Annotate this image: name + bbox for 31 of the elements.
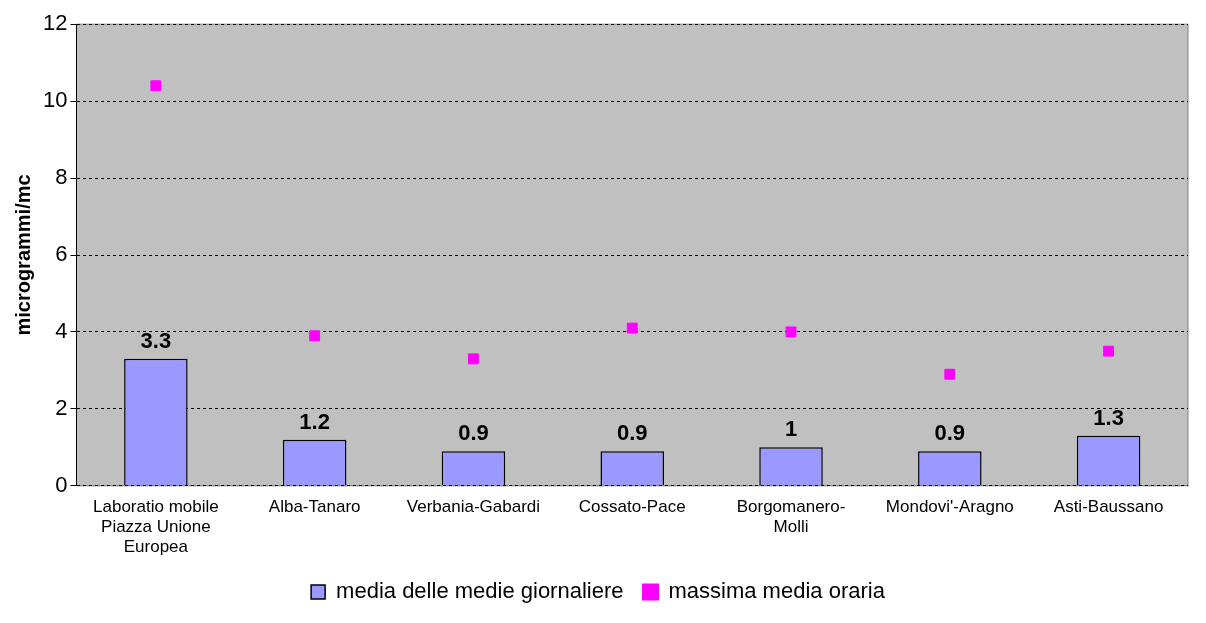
- x-tick-label: Laboratio mobile Piazza Unione Europea: [93, 496, 219, 557]
- x-tick-label: Borgomanero-Molli: [736, 496, 846, 537]
- point: [626, 322, 638, 334]
- y-tick-label: 6: [55, 241, 68, 267]
- point: [150, 80, 162, 92]
- data-label: 3.3: [140, 327, 172, 353]
- data-label: 1.3: [1093, 404, 1124, 430]
- x-tick-label: Asti-Baussano: [1053, 496, 1164, 516]
- y-tick-label: 4: [55, 318, 68, 343]
- y-axis-title: microgrammi/mc: [11, 174, 34, 336]
- y-tick-label: 2: [55, 394, 68, 420]
- x-tick-label: Mondovi'-Aragno: [885, 496, 1014, 516]
- y-tick-label: 8: [55, 164, 68, 190]
- point: [944, 368, 956, 380]
- y-tick-label: 10: [42, 87, 68, 113]
- data-label: 1.2: [299, 408, 330, 434]
- point: [309, 330, 321, 342]
- data-label: 0.9: [616, 420, 648, 446]
- x-tick-label: Verbania-Gabardi: [406, 496, 541, 516]
- y-tick-label: 12: [42, 10, 68, 36]
- point: [1103, 345, 1115, 357]
- data-label: 0.9: [458, 420, 489, 446]
- y-tick-label: 0: [55, 471, 68, 497]
- point: [785, 326, 797, 338]
- data-label: 1: [784, 416, 798, 442]
- point: [468, 353, 479, 365]
- legend-label: massima media oraria: [668, 578, 886, 604]
- x-tick-label: Cossato-Pace: [578, 496, 686, 516]
- data-label: 0.9: [934, 420, 966, 446]
- legend-label: media delle medie giornaliere: [336, 578, 624, 604]
- x-tick-label: Alba-Tanaro: [268, 496, 361, 516]
